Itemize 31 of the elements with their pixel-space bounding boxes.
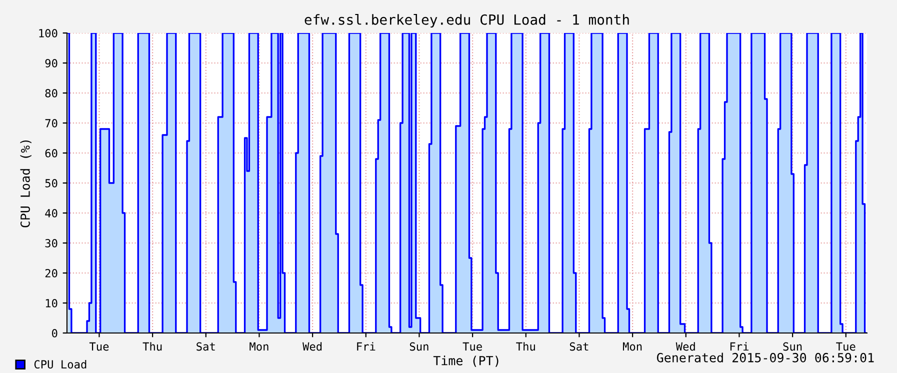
y-axis-title: CPU Load (%) (20, 140, 32, 228)
x-tick-label: Mon (250, 342, 268, 351)
y-tick-label: 70 (45, 119, 58, 128)
chart-title: efw.ssl.berkeley.edu CPU Load - 1 month (304, 14, 629, 28)
y-tick-label: 80 (45, 89, 58, 98)
x-tick-label: Tue (462, 342, 482, 351)
x-tick-label: Wed (302, 342, 322, 351)
x-tick-label: Tue (836, 342, 856, 351)
x-tick-label: Thu (142, 342, 162, 351)
y-tick-label: 60 (45, 149, 58, 158)
text: Generated 2015-09-30 06:59:01 (656, 352, 874, 362)
x-axis-title: Time (PT) (433, 356, 498, 367)
y-tick-label: 10 (46, 299, 58, 308)
y-tick-label: 0 (52, 329, 58, 338)
x-tick-label: Thu (516, 342, 535, 351)
y-tick-label: 90 (45, 59, 58, 68)
y-tick-label: 40 (45, 209, 58, 218)
y-tick-label: 30 (45, 239, 58, 248)
x-tick-label: Fri (357, 342, 376, 351)
x-tick-label: Sat (570, 342, 588, 351)
y-tick-label: 100 (39, 29, 58, 38)
x-tick-label: Mon (622, 342, 642, 351)
y-tick-label: 20 (45, 269, 58, 278)
y-tick-label: 50 (45, 179, 58, 188)
x-tick-label: Wed (676, 342, 695, 351)
x-tick-label: Sun (783, 342, 802, 351)
x-tick-label: Fri (730, 342, 748, 351)
x-tick-label: Sat (196, 342, 215, 351)
x-tick-label: Sun (410, 342, 428, 351)
legend-label: CPU Load (34, 360, 86, 369)
x-tick-label: Tue (89, 342, 109, 351)
